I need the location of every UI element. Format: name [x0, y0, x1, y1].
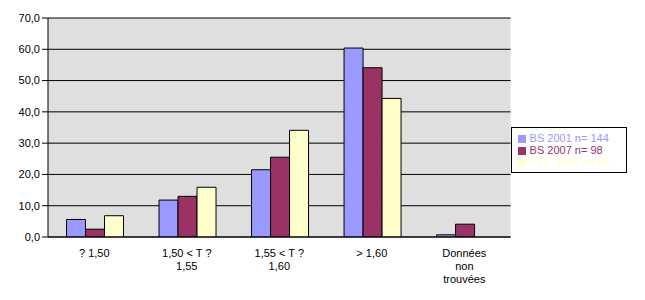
svg-text:20,0: 20,0: [19, 168, 40, 180]
svg-text:70,0: 70,0: [19, 12, 40, 24]
html-text:BS 2007 n= 98: BS 2007 n= 98: [529, 144, 603, 156]
svg-text:0,0: 0,0: [25, 231, 40, 243]
svg-text:1,55 < T ?1,60: 1,55 < T ?1,60: [255, 247, 304, 272]
svg-text:1,50 < T ?1,55: 1,50 < T ?1,55: [162, 247, 211, 272]
svg-text:> 1,60: > 1,60: [356, 247, 387, 259]
html-text:STC 2007 n= 88: STC 2007 n= 88: [529, 156, 610, 168]
svg-text:50,0: 50,0: [19, 74, 40, 86]
svg-text:Donnéesnontrouvées: Donnéesnontrouvées: [442, 247, 487, 285]
svg-text:40,0: 40,0: [19, 106, 40, 118]
html-text:BS 2001 n= 144: BS 2001 n= 144: [529, 132, 609, 144]
svg-text:? 1,50: ? 1,50: [79, 247, 110, 259]
svg-text:10,0: 10,0: [19, 200, 40, 212]
svg-text:30,0: 30,0: [19, 137, 40, 149]
svg-text:60,0: 60,0: [19, 43, 40, 55]
